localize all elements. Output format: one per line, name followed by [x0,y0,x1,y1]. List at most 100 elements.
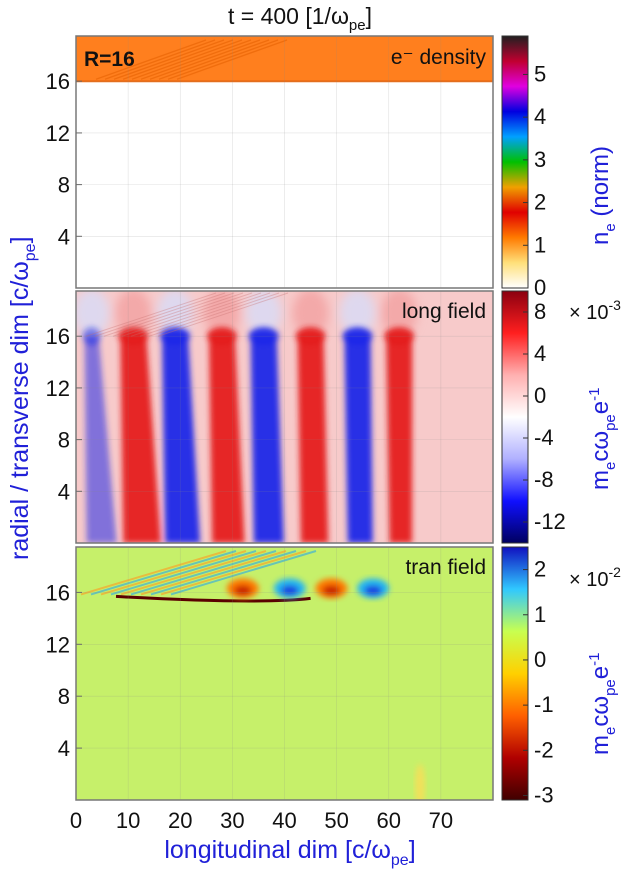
long-field-positive-stripe [208,336,245,543]
colorbar-tick-label: -4 [534,425,554,450]
long-field-negative-stripe [162,336,201,543]
long-field-upper-lobe [203,291,240,337]
long-field-streak [139,292,271,337]
tran-field-panel [76,547,493,800]
long-field-frame [75,290,494,544]
density-colorbar-label: ne (norm) [587,146,619,245]
long-field-stripe-cap [248,327,279,346]
long-field-colorbar-label: mecωpee-1 [586,388,619,490]
y-tick-label: 12 [46,632,70,657]
colorbar-gradient [501,290,529,544]
y-tick-label: 16 [46,580,70,605]
long-field-stripe-cap [160,327,191,346]
density-streak [140,39,252,80]
figure-title: t = 400 [1/ωpe] [228,3,372,34]
density-streak [113,39,225,80]
long-field-stripe-cap [206,327,237,346]
y-tick-label: 4 [58,736,70,761]
colorbar-tick-label: 0 [534,275,546,300]
tran-field-streak [100,550,247,596]
tran-field-streak [160,550,307,596]
tran-field-lobe-core [364,585,383,596]
x-tick-label: 10 [116,808,140,833]
tran-field-label: tran field [405,556,486,579]
y-tick-label: 16 [46,324,70,349]
tran-field-streak [130,550,277,596]
x-axis-label: longitudinal dim [c/ωpe] [164,836,415,869]
x-axis-ticks: 0 10 20 30 40 50 60 70 [70,36,453,833]
long-field-upper-lobe [115,291,152,337]
x-tick-label: 60 [377,808,401,833]
x-tick-label: 50 [324,808,348,833]
y-tick-label: 8 [58,428,70,453]
long-field-stripe-cap [295,327,326,346]
density-streak [176,39,288,80]
x-tick-label: 70 [429,808,453,833]
long-field-streak [103,292,235,337]
density-streak [131,39,243,80]
colorbar-tick-label: 1 [534,232,546,257]
long-field-streak [157,292,289,337]
density-colorbar: 0 1 2 3 4 5 [501,35,546,300]
x-tick-label: 40 [272,808,296,833]
tran-field-lobe-core [280,585,299,596]
colorbar-tick-label: -1 [534,692,554,717]
density-streak [158,39,270,80]
tran-field-colorbar: 2 1 0 -1 -2 -3 [501,546,554,807]
long-field-streak [121,292,253,337]
y-tick-label: 8 [58,173,70,198]
x-tick-label: 30 [220,808,244,833]
tran-field-colorbar-label: mecωpee-1 [586,653,619,755]
long-field-stripe-cap [384,327,415,346]
colorbar-tick-label: -12 [534,509,566,534]
density-panel [76,36,493,288]
long-field-upper-lobe [76,291,110,337]
colorbar-tick-label: 3 [534,147,546,172]
y-tick-label: 4 [58,224,70,249]
colorbar-tick-label: 4 [534,104,546,129]
long-field-stripe-cap [82,327,101,346]
y-tick-label: 12 [46,121,70,146]
long-field-negative-stripe [84,336,117,543]
colorbar-gradient [501,35,529,289]
tran-field-streak [80,550,227,596]
colorbar-tick-label: 0 [534,383,546,408]
long-field-panel [76,291,493,543]
colorbar-tick-label: 2 [534,190,546,215]
colorbar-tick-label: 5 [534,61,546,86]
long-field-colorbar: 8 4 0 -4 -8 -12 [501,290,566,544]
colorbar-tick-label: -8 [534,467,554,492]
x-tick-label: 0 [70,808,82,833]
long-field-upper-lobe [292,291,329,337]
y-tick-label: 16 [46,69,70,94]
long-field-streak [130,292,262,337]
y-axis-label: radial / transverse dim [c/ωpe] [6,236,39,560]
long-field-streak [148,292,280,337]
density-frame [75,35,494,289]
density-annotation: R=16 [84,48,135,71]
tran-field-streak [110,550,257,596]
density-label: e⁻ density [391,46,487,69]
long-field-positive-stripe [120,336,161,543]
long-field-positive-stripe [297,336,329,543]
tran-field-streak [150,550,297,596]
long-field-positive-stripe [386,336,413,543]
density-streak [95,39,207,80]
x-tick-label: 20 [168,808,192,833]
long-field-upper-lobe [381,291,418,337]
y-tick-label: 4 [58,479,70,504]
long-field-upper-lobe [245,291,282,337]
long-field-stripe-cap [118,327,149,346]
tran-field-frame [75,546,494,801]
tran-field-streak [170,550,317,596]
colorbar-tick-label: 4 [534,341,546,366]
y-axis-ticks: 4 8 12 16 4 8 12 16 4 8 12 16 [46,69,493,761]
long-field-upper-lobe [339,291,376,337]
tran-field-lobe-core [322,585,341,596]
density-streak [104,39,216,80]
colorbar-tick-label: 0 [534,647,546,672]
colorbar-tick-label: -3 [534,782,554,807]
long-field-exponent: × 10-3 [569,297,621,324]
y-tick-label: 12 [46,376,70,401]
